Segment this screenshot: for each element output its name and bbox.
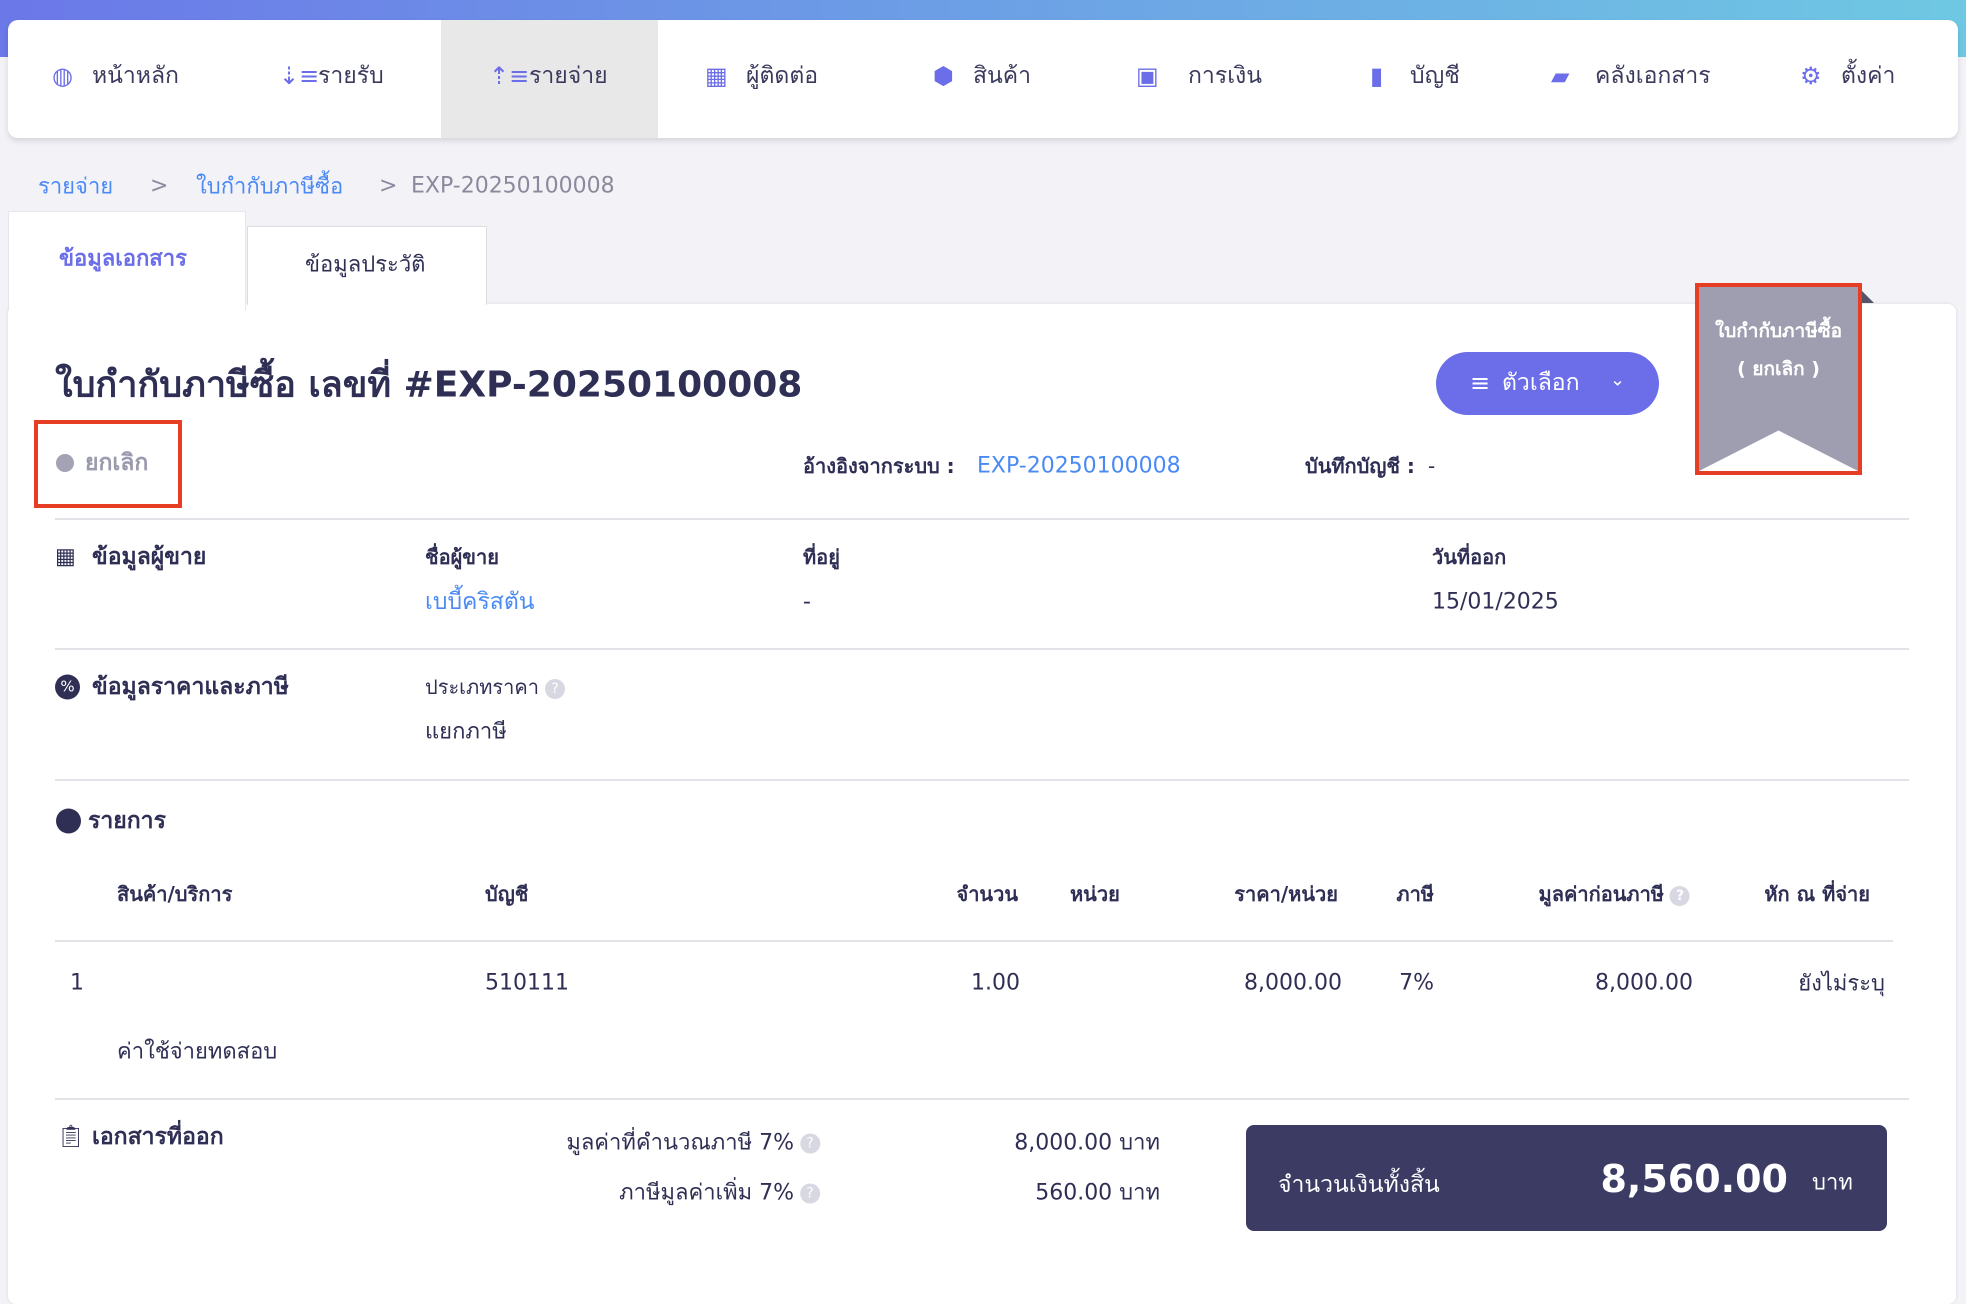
row-tax: 7% — [1399, 970, 1434, 996]
menu-icon: ≡ — [1470, 369, 1491, 397]
price-type-label: ประเภทราคา — [425, 675, 539, 699]
summary-section-title: เอกสารที่ออก — [92, 1124, 224, 1150]
breadcrumb-separator: > — [379, 173, 398, 199]
tab-history[interactable]: ข้อมูลประวัติ — [247, 226, 487, 305]
ribbon-title: ใบกำกับภาษีซื้อ — [1714, 320, 1843, 342]
clipboard-icon: 📋︎ — [57, 1124, 85, 1150]
status-badge: ยกเลิก — [85, 450, 149, 476]
breadcrumb-separator: > — [150, 173, 169, 199]
gear-icon: ⚙ — [1800, 62, 1822, 90]
address-value: - — [803, 589, 811, 615]
reference-link[interactable]: EXP-20250100008 — [977, 453, 1181, 479]
col-qty: จำนวน — [956, 882, 1018, 906]
row-pretax: 8,000.00 — [1595, 970, 1693, 996]
help-icon[interactable]: ? — [1670, 885, 1690, 906]
row-number: 1 — [70, 970, 84, 996]
total-currency: บาท — [1812, 1170, 1853, 1196]
vat-label-wrap: ภาษีมูลค่าเพิ่ม 7%? — [619, 1175, 820, 1210]
nav-active-bg — [441, 20, 658, 138]
tab-document-info[interactable]: ข้อมูลเอกสาร — [8, 211, 246, 311]
vendor-section-title: ข้อมูลผู้ขาย — [92, 544, 207, 570]
divider — [55, 648, 1909, 650]
ribbon-status: ( ยกเลิก ) — [1737, 358, 1820, 380]
help-icon[interactable]: ? — [544, 678, 565, 699]
expense-icon: ⇡≡ — [489, 62, 530, 90]
divider — [55, 1098, 1909, 1100]
reference-label: อ้างอิงจากระบบ : — [803, 454, 955, 478]
divider — [55, 518, 1909, 520]
col-pretax-label: มูลค่าก่อนภาษี — [1538, 882, 1664, 906]
items-bullet-icon — [56, 808, 81, 834]
total-box: จำนวนเงินทั้งสิ้น 8,560.00 บาท — [1246, 1125, 1887, 1231]
vat-value: 560.00 บาท — [1035, 1180, 1160, 1206]
status-dot-icon — [56, 454, 74, 472]
issue-date-value: 15/01/2025 — [1432, 589, 1559, 615]
ribbon-fold — [1858, 287, 1874, 303]
price-type-label-wrap: ประเภทราคา? — [425, 671, 565, 703]
taxable-label: มูลค่าที่คำนวณภาษี 7% — [566, 1130, 794, 1156]
vendor-name-label: ชื่อผู้ขาย — [425, 545, 499, 569]
vat-label: ภาษีมูลค่าเพิ่ม 7% — [619, 1180, 794, 1206]
tab-label: ข้อมูลเอกสาร — [59, 246, 187, 272]
breadcrumb-expense[interactable]: รายจ่าย — [38, 174, 114, 200]
options-button[interactable]: ≡ ตัวเลือก ⌄ — [1436, 352, 1659, 415]
booking-value: - — [1428, 454, 1436, 478]
col-unit: หน่วย — [1070, 882, 1120, 906]
taxable-label-wrap: มูลค่าที่คำนวณภาษี 7%? — [566, 1125, 820, 1160]
issue-date-label: วันที่ออก — [1432, 545, 1507, 569]
items-section-title: รายการ — [88, 808, 166, 834]
booking-label: บันทึกบัญชี : — [1305, 454, 1415, 478]
building-icon: ▦ — [55, 544, 76, 570]
col-pretax: มูลค่าก่อนภาษี? — [1539, 878, 1690, 910]
col-wht: หัก ณ ที่จ่าย — [1764, 882, 1870, 906]
percent-badge-icon: % — [55, 674, 80, 700]
divider — [55, 940, 1893, 942]
price-type-value: แยกภาษี — [425, 719, 507, 745]
contacts-icon: ▦ — [705, 62, 728, 90]
breadcrumb-purchase-tax-invoice[interactable]: ใบกำกับภาษีซื้อ — [196, 174, 344, 200]
vendor-name-link[interactable]: เบบี้คริสตัน — [425, 589, 535, 615]
options-label: ตัวเลือก — [1502, 370, 1580, 396]
row-description: ค่าใช้จ่ายทดสอบ — [117, 1039, 278, 1065]
dashboard-icon: ◍ — [52, 62, 73, 90]
main-nav — [8, 20, 1958, 138]
divider — [55, 779, 1909, 781]
ledger-book-icon: ▮ — [1370, 62, 1384, 90]
breadcrumb-current: EXP-20250100008 — [411, 173, 615, 199]
row-account: 510111 — [485, 970, 569, 996]
ribbon-highlight-box — [1695, 283, 1862, 475]
address-label: ที่อยู่ — [803, 545, 840, 569]
folder-icon: ▰ — [1551, 62, 1570, 90]
col-account: บัญชี — [485, 882, 529, 906]
pricing-section-title: ข้อมูลราคาและภาษี — [92, 674, 289, 700]
tab-label: ข้อมูลประวัติ — [305, 252, 426, 278]
income-icon: ⇣≡ — [279, 62, 320, 90]
money-icon: ▣ — [1136, 62, 1159, 90]
total-amount: 8,560.00 — [1600, 1157, 1788, 1201]
status-highlight-box — [34, 420, 182, 508]
taxable-value: 8,000.00 บาท — [1014, 1130, 1160, 1156]
col-price: ราคา/หน่วย — [1234, 882, 1338, 906]
help-icon[interactable]: ? — [800, 1183, 820, 1204]
total-label: จำนวนเงินทั้งสิ้น — [1278, 1172, 1440, 1198]
page-title: ใบกำกับภาษีซื้อ เลขที่ #EXP-20250100008 — [55, 364, 803, 406]
help-icon[interactable]: ? — [800, 1133, 820, 1154]
chevron-down-icon: ⌄ — [1610, 369, 1626, 391]
row-wht: ยังไม่ระบุ — [1798, 971, 1885, 997]
row-price: 8,000.00 — [1244, 970, 1342, 996]
product-box-icon: ⬢ — [933, 62, 954, 90]
col-product: สินค้า/บริการ — [117, 882, 233, 906]
col-tax: ภาษี — [1396, 882, 1434, 906]
row-qty: 1.00 — [971, 970, 1020, 996]
